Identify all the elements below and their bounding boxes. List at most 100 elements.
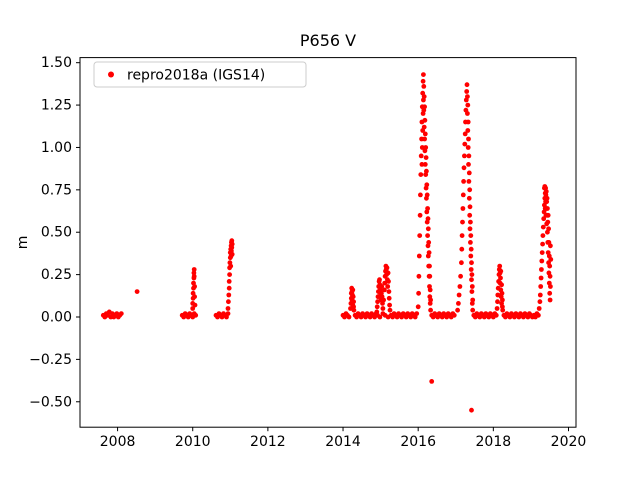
data-point (377, 314, 383, 320)
data-point (499, 290, 505, 296)
data-point (427, 287, 433, 293)
data-point (134, 289, 140, 294)
data-point (457, 284, 463, 289)
data-point (229, 241, 235, 247)
data-point (424, 192, 430, 198)
data-point (545, 206, 550, 211)
scatter-series (100, 72, 554, 413)
data-point (465, 102, 471, 108)
data-point (418, 172, 424, 178)
data-point (456, 292, 462, 298)
data-point (420, 78, 426, 84)
data-point (421, 124, 427, 130)
data-point (461, 179, 466, 184)
data-point (540, 224, 546, 230)
data-point (351, 307, 357, 313)
data-point (470, 297, 476, 303)
data-point (381, 297, 386, 303)
data-point (422, 104, 427, 110)
x-tick-label: 2012 (250, 434, 286, 450)
data-point (540, 233, 546, 239)
x-tick-label: 2008 (100, 434, 136, 450)
data-point (425, 206, 430, 211)
data-point (379, 284, 385, 289)
data-point (425, 233, 430, 239)
data-point (466, 136, 471, 142)
data-point (538, 284, 544, 289)
data-point (469, 289, 475, 294)
data-point (386, 295, 392, 301)
data-point (192, 284, 198, 289)
data-point (546, 226, 551, 232)
data-point (418, 192, 423, 198)
legend-marker-icon (108, 71, 114, 78)
data-point (500, 297, 505, 303)
data-point (416, 290, 421, 296)
data-point (539, 267, 544, 272)
data-point (469, 407, 474, 413)
data-point (467, 187, 473, 193)
plot-border (79, 57, 577, 428)
legend-box (93, 61, 307, 88)
data-point (374, 304, 380, 310)
data-point (418, 153, 424, 159)
x-tick-label: 2014 (325, 434, 361, 450)
x-tick-label: 2016 (400, 434, 436, 450)
data-point (548, 257, 554, 262)
data-point (414, 311, 420, 316)
y-tick-label: 0.75 (41, 182, 72, 198)
data-point (547, 263, 553, 269)
data-point (493, 312, 499, 318)
data-point (455, 307, 460, 313)
y-tick-label: 1.00 (41, 140, 72, 156)
y-tick-label: −0.25 (29, 352, 72, 368)
data-point (469, 260, 474, 266)
data-point (469, 284, 475, 289)
data-point (427, 273, 433, 279)
data-point (545, 212, 551, 218)
data-point (465, 145, 471, 150)
data-point (427, 263, 432, 269)
data-point (470, 307, 476, 313)
data-point (468, 246, 474, 252)
x-axis-ticks: 2008 2010 2012 2014 2016 2018 2020 (100, 427, 586, 450)
data-point (226, 299, 231, 305)
data-point (428, 307, 433, 313)
data-point (465, 119, 471, 125)
y-tick-label: 0.50 (41, 225, 72, 241)
legend-label: repro2018a (IGS14) (127, 68, 265, 84)
data-point (544, 195, 550, 201)
data-point (539, 258, 545, 264)
data-point (462, 141, 468, 147)
data-point (461, 165, 467, 171)
data-point (458, 273, 463, 279)
data-point (498, 268, 504, 274)
data-point (421, 94, 427, 99)
data-point (460, 206, 466, 211)
data-point (226, 279, 232, 284)
data-point (460, 219, 465, 225)
data-point (465, 128, 471, 133)
data-point (468, 219, 473, 225)
data-point (537, 299, 543, 305)
data-point (539, 250, 545, 256)
data-point (192, 294, 198, 300)
data-point (421, 72, 426, 77)
data-point (417, 233, 423, 239)
data-point (536, 306, 542, 311)
data-point (387, 302, 392, 308)
data-point (466, 195, 472, 201)
data-point (421, 84, 427, 89)
data-point (423, 155, 429, 161)
data-point (228, 263, 234, 269)
data-point (468, 240, 473, 245)
data-point (464, 89, 470, 94)
data-point (226, 292, 232, 298)
data-point (382, 280, 388, 286)
data-point (459, 233, 465, 239)
data-point (227, 272, 233, 277)
data-point (466, 170, 472, 176)
data-point (469, 277, 474, 283)
